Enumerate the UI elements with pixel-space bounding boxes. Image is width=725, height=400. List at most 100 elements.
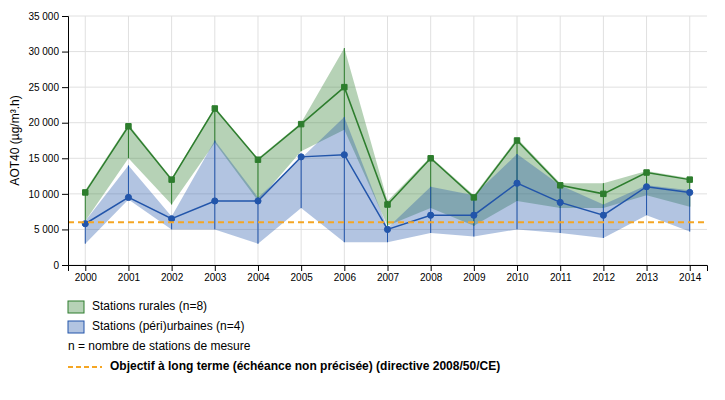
y-tick-mark — [62, 52, 68, 53]
x-tick: 2006 — [334, 265, 357, 283]
series-marker — [644, 170, 649, 175]
series-marker — [342, 84, 347, 89]
series-marker — [471, 195, 476, 200]
y-axis: 05 00010 00015 00020 00025 00030 00035 0… — [28, 11, 68, 271]
y-tick: 0 — [53, 260, 68, 271]
x-tick-label: 2007 — [377, 272, 400, 283]
legend-swatch — [68, 301, 84, 313]
y-tick: 30 000 — [28, 46, 68, 57]
y-tick-mark — [62, 194, 68, 195]
x-tick-mark — [474, 265, 475, 271]
y-tick: 10 000 — [28, 189, 68, 200]
x-tick-mark — [128, 265, 129, 271]
x-tick-label: 2006 — [334, 272, 357, 283]
range-band — [85, 117, 689, 244]
series-marker — [125, 194, 131, 200]
x-tick-mark — [344, 265, 345, 271]
series-marker — [169, 216, 175, 222]
x-tick: 2004 — [247, 265, 270, 283]
y-axis-title: AOT40 (µg/m³.h) — [8, 95, 22, 185]
series-marker — [643, 184, 649, 190]
grid-line-x — [301, 16, 302, 265]
series-marker — [341, 152, 347, 158]
y-tick-mark — [62, 87, 68, 88]
series-marker — [601, 191, 606, 196]
series-line — [85, 155, 689, 230]
series-marker — [212, 198, 218, 204]
series-marker — [687, 189, 693, 195]
y-tick-label: 0 — [53, 260, 59, 271]
series-marker — [255, 157, 260, 162]
range-line — [689, 190, 690, 231]
grid-line-x — [560, 16, 561, 265]
x-tick-mark — [301, 265, 302, 271]
series-marker — [471, 212, 477, 218]
y-axis-line — [62, 17, 69, 266]
x-tick-mark — [647, 265, 648, 271]
grid-line-x — [689, 16, 690, 265]
y-tick: 5 000 — [34, 224, 68, 235]
annotation: n = nombre de stations de mesure — [68, 339, 251, 353]
legend-label: Stations rurales (n=8) — [92, 299, 207, 313]
range-band — [85, 48, 689, 226]
range-line — [603, 205, 604, 238]
y-tick-label: 15 000 — [28, 153, 59, 164]
range-line — [257, 158, 258, 201]
y-tick-mark — [62, 123, 68, 124]
series-line — [85, 87, 689, 204]
y-tick-label: 20 000 — [28, 117, 59, 128]
x-tick: 2000 — [75, 265, 98, 283]
x-tick: 2003 — [204, 265, 227, 283]
series-marker — [83, 190, 88, 195]
y-tick: 15 000 — [28, 153, 68, 164]
y-tick-label: 35 000 — [28, 11, 59, 22]
series-marker — [298, 121, 303, 126]
x-tick-mark — [85, 265, 86, 271]
range-line — [517, 154, 518, 229]
grid-line-x — [603, 16, 604, 265]
grid-line-x — [430, 16, 431, 265]
series-marker — [687, 177, 692, 182]
grid-line-x — [344, 16, 345, 265]
x-tick-label: 2002 — [161, 272, 184, 283]
x-tick-mark — [215, 265, 216, 271]
series-marker — [212, 106, 217, 111]
range-line — [344, 117, 345, 242]
x-tick: 2013 — [636, 265, 659, 283]
grid-line-x — [214, 16, 215, 265]
series-marker — [126, 124, 131, 129]
x-tick-mark — [517, 265, 518, 271]
x-tick-mark — [431, 265, 432, 271]
y-tick-label: 30 000 — [28, 46, 59, 57]
range-line — [430, 187, 431, 233]
series-marker — [384, 226, 390, 232]
legend: Stations rurales (n=8) Stations (péri)urb… — [68, 299, 500, 373]
grid-line-x — [646, 16, 647, 265]
legend-label: Objectif à long terme (échéance non préc… — [110, 359, 500, 373]
series-marker — [428, 212, 434, 218]
y-tick: 35 000 — [28, 11, 68, 22]
x-tick-mark — [603, 265, 604, 271]
x-axis: 2000200120022003200420052006200720082009… — [69, 265, 708, 283]
x-tick: 2002 — [161, 265, 184, 283]
x-tick: 2001 — [118, 265, 141, 283]
y-tick-mark — [62, 16, 68, 17]
x-tick-label: 2000 — [75, 272, 98, 283]
legend-label: Stations (péri)urbaines (n=4) — [92, 319, 244, 333]
x-tick-label: 2013 — [636, 272, 659, 283]
series-marker — [169, 177, 174, 182]
range-line — [214, 141, 215, 230]
grid-line-x — [128, 16, 129, 265]
y-tick-label: 10 000 — [28, 189, 59, 200]
series-marker — [385, 202, 390, 207]
x-tick-label: 2004 — [247, 272, 270, 283]
x-tick-label: 2003 — [204, 272, 227, 283]
x-tick: 2007 — [377, 265, 400, 283]
x-tick: 2014 — [679, 265, 702, 283]
y-tick-mark — [62, 229, 68, 230]
grid-line-x — [85, 16, 86, 265]
x-tick-label: 2010 — [506, 272, 529, 283]
plot-area — [68, 48, 707, 244]
grid-line-x — [473, 16, 474, 265]
x-tick: 2005 — [291, 265, 314, 283]
